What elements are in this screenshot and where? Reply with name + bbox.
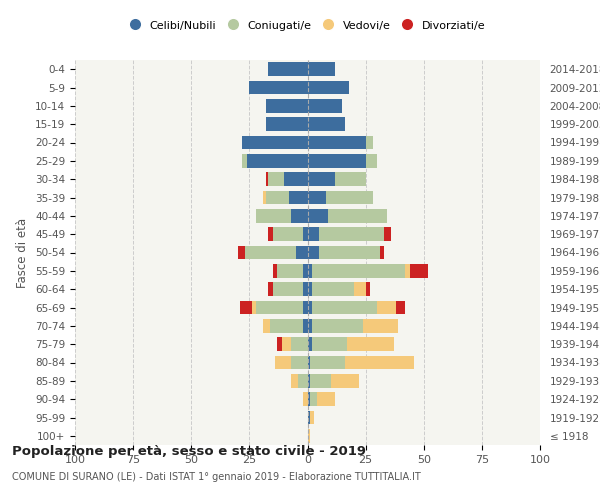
Bar bbox=[347, 338, 394, 351]
Bar bbox=[331, 374, 359, 388]
Bar bbox=[247, 154, 308, 168]
Bar bbox=[312, 264, 405, 278]
Bar bbox=[291, 356, 308, 370]
Bar bbox=[312, 300, 377, 314]
Bar bbox=[242, 136, 308, 149]
Bar bbox=[308, 190, 326, 204]
Bar bbox=[308, 154, 365, 168]
Bar bbox=[308, 282, 312, 296]
Bar bbox=[312, 338, 347, 351]
Bar bbox=[308, 374, 310, 388]
Bar bbox=[344, 356, 415, 370]
Bar bbox=[308, 300, 312, 314]
Bar bbox=[308, 172, 335, 186]
Bar bbox=[272, 228, 303, 241]
Bar bbox=[308, 338, 312, 351]
Bar bbox=[365, 154, 377, 168]
Bar bbox=[266, 172, 268, 186]
Bar bbox=[263, 319, 271, 332]
Bar bbox=[410, 264, 428, 278]
Bar bbox=[308, 410, 310, 424]
Bar bbox=[308, 392, 310, 406]
Bar bbox=[317, 392, 335, 406]
Bar bbox=[308, 118, 344, 131]
Bar bbox=[277, 338, 282, 351]
Bar bbox=[303, 392, 308, 406]
Y-axis label: Fasce di età: Fasce di età bbox=[16, 218, 29, 288]
Bar bbox=[312, 282, 354, 296]
Bar bbox=[365, 282, 370, 296]
Bar bbox=[263, 190, 266, 204]
Bar bbox=[308, 99, 343, 112]
Bar bbox=[310, 374, 331, 388]
Bar bbox=[354, 282, 365, 296]
Bar bbox=[319, 228, 384, 241]
Bar bbox=[303, 300, 308, 314]
Bar bbox=[272, 264, 277, 278]
Bar bbox=[272, 282, 303, 296]
Bar bbox=[291, 209, 308, 222]
Bar bbox=[308, 62, 335, 76]
Bar bbox=[240, 300, 252, 314]
Bar bbox=[365, 136, 373, 149]
Bar bbox=[396, 300, 405, 314]
Bar bbox=[308, 319, 312, 332]
Bar bbox=[303, 264, 308, 278]
Bar bbox=[303, 319, 308, 332]
Bar bbox=[308, 136, 365, 149]
Bar bbox=[268, 62, 308, 76]
Bar bbox=[275, 356, 291, 370]
Bar bbox=[298, 374, 308, 388]
Bar bbox=[296, 246, 308, 260]
Bar bbox=[328, 209, 386, 222]
Bar bbox=[268, 172, 284, 186]
Bar bbox=[245, 246, 296, 260]
Bar bbox=[308, 246, 319, 260]
Bar bbox=[405, 264, 410, 278]
Bar bbox=[268, 282, 272, 296]
Bar bbox=[256, 300, 303, 314]
Bar bbox=[380, 246, 384, 260]
Bar bbox=[310, 410, 314, 424]
Bar bbox=[266, 190, 289, 204]
Bar bbox=[303, 282, 308, 296]
Bar bbox=[277, 264, 303, 278]
Bar bbox=[319, 246, 380, 260]
Bar bbox=[308, 356, 310, 370]
Bar bbox=[289, 190, 308, 204]
Bar bbox=[312, 319, 363, 332]
Bar bbox=[266, 99, 308, 112]
Bar bbox=[308, 209, 328, 222]
Bar bbox=[310, 392, 317, 406]
Bar bbox=[268, 228, 272, 241]
Bar bbox=[291, 374, 298, 388]
Bar bbox=[284, 172, 308, 186]
Bar bbox=[308, 264, 312, 278]
Bar bbox=[326, 190, 373, 204]
Bar bbox=[308, 429, 310, 442]
Bar bbox=[384, 228, 391, 241]
Legend: Celibi/Nubili, Coniugati/e, Vedovi/e, Divorziati/e: Celibi/Nubili, Coniugati/e, Vedovi/e, Di… bbox=[125, 16, 490, 35]
Bar bbox=[310, 356, 344, 370]
Bar bbox=[266, 118, 308, 131]
Text: COMUNE DI SURANO (LE) - Dati ISTAT 1° gennaio 2019 - Elaborazione TUTTITALIA.IT: COMUNE DI SURANO (LE) - Dati ISTAT 1° ge… bbox=[12, 472, 421, 482]
Bar bbox=[242, 154, 247, 168]
Bar bbox=[335, 172, 365, 186]
Bar bbox=[271, 319, 303, 332]
Bar bbox=[282, 338, 291, 351]
Text: Popolazione per età, sesso e stato civile - 2019: Popolazione per età, sesso e stato civil… bbox=[12, 445, 366, 458]
Bar bbox=[291, 338, 308, 351]
Bar bbox=[308, 80, 349, 94]
Bar bbox=[256, 209, 291, 222]
Bar bbox=[377, 300, 396, 314]
Bar bbox=[250, 80, 308, 94]
Bar bbox=[364, 319, 398, 332]
Bar bbox=[308, 228, 319, 241]
Bar bbox=[303, 228, 308, 241]
Bar bbox=[238, 246, 245, 260]
Bar bbox=[252, 300, 256, 314]
